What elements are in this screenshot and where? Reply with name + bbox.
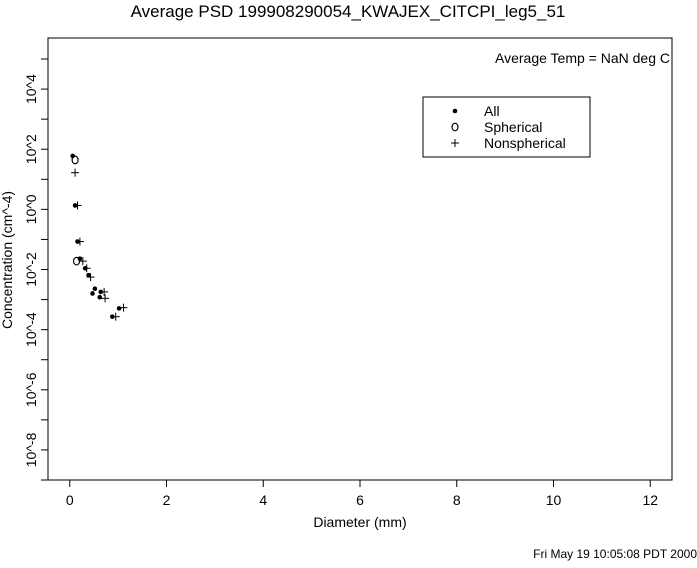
point-nonspherical xyxy=(111,312,120,321)
x-tick-label: 0 xyxy=(66,492,74,508)
legend-marker-all xyxy=(452,108,458,114)
point-nonspherical xyxy=(75,237,84,246)
y-axis-label: Concentration (cm^-4) xyxy=(0,191,15,329)
point-all xyxy=(86,272,91,278)
x-tick-label: 6 xyxy=(356,492,364,508)
y-tick-label: 10^-4 xyxy=(23,312,39,347)
x-tick-label: 4 xyxy=(259,492,267,508)
legend-label-all: All xyxy=(484,103,500,119)
data-points xyxy=(70,153,128,321)
point-nonspherical xyxy=(101,294,110,303)
x-tick-label: 10 xyxy=(546,492,562,508)
x-tick-label: 2 xyxy=(163,492,171,508)
timestamp: Fri May 19 10:05:08 PDT 2000 xyxy=(533,547,697,561)
point-all xyxy=(92,286,98,292)
point-nonspherical xyxy=(73,201,82,210)
x-tick-label: 8 xyxy=(453,492,461,508)
legend-label-spherical: Spherical xyxy=(484,119,542,135)
y-tick-label: 10^0 xyxy=(23,194,39,224)
point-nonspherical xyxy=(71,168,80,177)
y-axis: 10^4 10^2 10^0 10^-2 10^-4 10^-6 10^-8 xyxy=(23,58,48,481)
y-tick-label: 10^2 xyxy=(23,134,39,164)
x-axis: 0 2 4 6 8 10 12 xyxy=(66,480,658,508)
legend-box xyxy=(422,96,591,158)
temp-annotation: Average Temp = NaN deg C xyxy=(495,50,670,66)
point-all xyxy=(97,294,103,300)
y-tick-label: 10^-8 xyxy=(23,432,39,467)
point-nonspherical xyxy=(100,287,109,296)
y-tick-label: 10^-6 xyxy=(23,372,39,407)
point-spherical xyxy=(71,155,79,165)
point-nonspherical xyxy=(78,257,87,266)
point-nonspherical xyxy=(82,264,91,273)
point-nonspherical xyxy=(86,273,95,282)
point-spherical xyxy=(72,256,81,266)
legend-label-nonspherical: Nonspherical xyxy=(484,135,566,151)
y-tick-label: 10^-2 xyxy=(23,252,39,287)
legend-marker-nonspherical xyxy=(451,139,459,147)
point-all xyxy=(90,291,95,296)
x-tick-label: 12 xyxy=(642,492,658,508)
point-all xyxy=(116,306,122,311)
legend-marker-spherical xyxy=(451,122,459,132)
x-axis-label: Diameter (mm) xyxy=(313,514,406,530)
point-nonspherical xyxy=(119,303,128,312)
chart-title: Average PSD 199908290054_KWAJEX_CITCPI_l… xyxy=(131,2,566,21)
y-tick-label: 10^4 xyxy=(23,74,39,104)
